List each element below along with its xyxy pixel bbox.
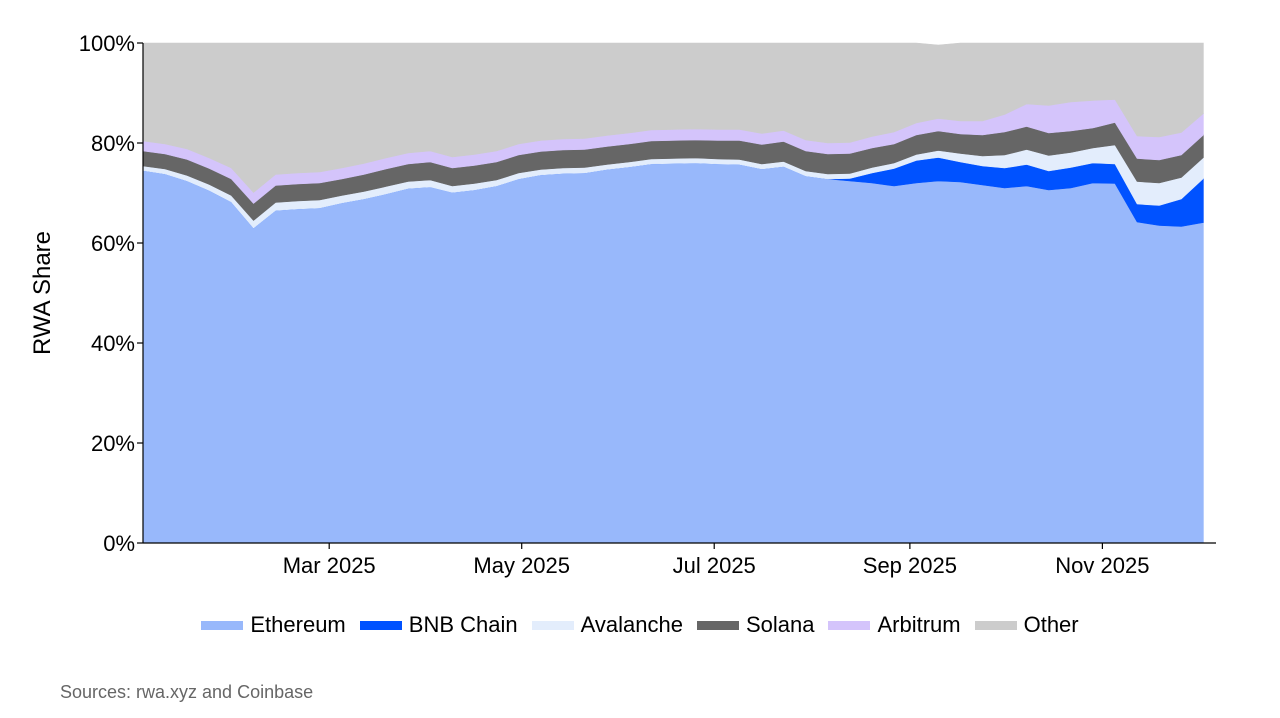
legend-swatch [828, 620, 871, 630]
y-tick-label: 40% [91, 331, 135, 356]
legend-item-avalanche: Avalanche [531, 612, 683, 638]
legend-swatch [974, 620, 1017, 630]
x-tick-label: May 2025 [473, 553, 570, 578]
legend-label: BNB Chain [408, 612, 518, 637]
x-tick-label: Jul 2025 [673, 553, 756, 578]
legend-item-ethereum: Ethereum [201, 612, 346, 638]
legend: Ethereum BNB Chain Avalanche Solana Arbitrum… [0, 612, 1280, 638]
legend-label: Avalanche [580, 612, 683, 637]
legend-item-arbitrum: Arbitrum [828, 612, 961, 638]
source-note: Sources: rwa.xyz and Coinbase [60, 682, 314, 702]
legend-item-solana: Solana [696, 612, 815, 638]
x-tick-label: Mar 2025 [283, 553, 376, 578]
stacked-areas [142, 42, 1204, 544]
legend-label: Ethereum [250, 612, 346, 637]
legend-item-other: Other [974, 612, 1079, 638]
x-axis-ticks: Mar 2025 May 2025 Jul 2025 Sep 2025 Nov 2025 [283, 543, 1149, 578]
area-ethereum [142, 162, 1204, 544]
legend-swatch [531, 620, 574, 630]
x-tick-label: Nov 2025 [1055, 553, 1149, 578]
y-tick-label: 80% [91, 131, 135, 156]
x-tick-label: Sep 2025 [863, 553, 957, 578]
y-tick-label: 60% [91, 231, 135, 256]
legend-item-bnb-chain: BNB Chain [359, 612, 518, 638]
y-axis-ticks: 0% 20% 40% 60% 80% 100% [79, 31, 143, 556]
legend-label: Other [1023, 612, 1079, 637]
legend-label: Arbitrum [877, 612, 961, 637]
y-tick-label: 20% [91, 431, 135, 456]
y-axis-label: RWA Share [29, 231, 56, 355]
legend-label: Solana [745, 612, 815, 637]
y-tick-label: 0% [103, 531, 135, 556]
legend-swatch [201, 620, 244, 630]
y-tick-label: 100% [79, 31, 135, 56]
rwa-share-chart: 0% 20% 40% 60% 80% 100% Mar 2025 May 2025 Jul 2… [29, 31, 1216, 578]
legend-swatch [696, 620, 739, 630]
area-other [142, 42, 1204, 193]
legend-swatch [359, 620, 402, 630]
